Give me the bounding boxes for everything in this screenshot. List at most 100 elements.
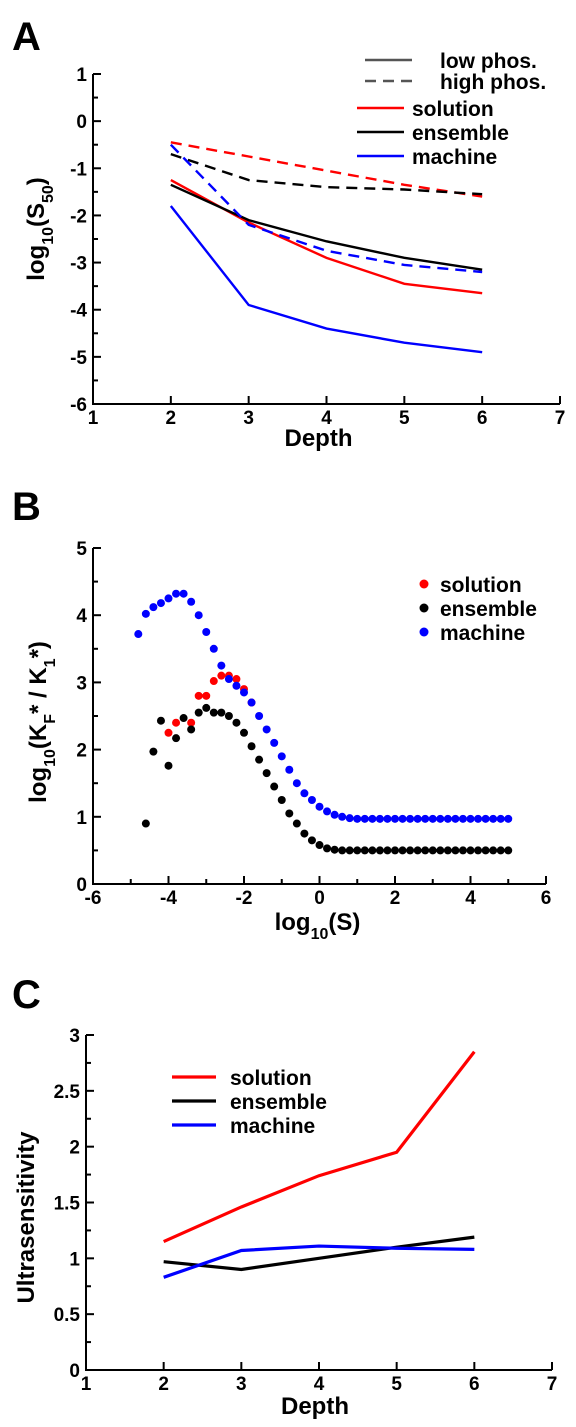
- scatter-point-b: [330, 810, 339, 819]
- scatter-point-b: [443, 846, 452, 855]
- scatter-point-b: [202, 703, 211, 712]
- series-line-machine: [163, 1244, 475, 1279]
- scatter-point-b: [194, 691, 203, 700]
- scatter-point-b: [164, 761, 173, 770]
- scatter-point-b: [240, 728, 248, 737]
- scatter-point-b: [240, 688, 248, 697]
- scatter-point-b: [209, 677, 218, 686]
- panel-c-chart: 1 2 3 4 5 6 7 0 0.5 1 1.5 2 2.5 3 Depth Ultrasensitivit…: [13, 1026, 557, 1420]
- y-axis-label-a: log10(S50): [23, 177, 57, 281]
- scatter-point-b: [247, 698, 256, 707]
- scatter-point-b: [164, 728, 173, 737]
- scatter-point-b: [307, 836, 316, 845]
- scatter-point-b: [451, 814, 460, 823]
- scatter-point-b: [436, 814, 445, 823]
- scatter-point-b: [315, 802, 324, 811]
- x-tick-label-b: 6: [541, 888, 552, 909]
- axis-lines-c: [85, 1035, 552, 1371]
- panel-a-chart: 1 2 3 4 5 6 7 -6 -5 -4 -3 -2 -1 0 1 Depth log10(S50) low …: [23, 50, 565, 452]
- scatter-point-b: [149, 747, 158, 756]
- scatter-point-b: [421, 846, 430, 855]
- scatter-point-b: [149, 603, 158, 612]
- scatter-point-b: [466, 846, 475, 855]
- y-tick-label-c: 0: [69, 1361, 80, 1382]
- scatter-point-b: [466, 814, 475, 823]
- panel-letter-a: A: [12, 15, 41, 59]
- scatter-point-b: [179, 714, 188, 723]
- scatter-point-b: [217, 661, 226, 670]
- scatter-point-b: [262, 769, 271, 778]
- y-tick-label-c: 2.5: [54, 1082, 81, 1103]
- scatter-point-b: [307, 796, 316, 804]
- legend-label-c: ensemble: [230, 1091, 327, 1114]
- y-tick-label-b: 0: [76, 875, 87, 896]
- scatter-point-b: [164, 594, 173, 603]
- legend-label-c: solution: [230, 1067, 312, 1090]
- scatter-point-b: [383, 814, 392, 823]
- scatter-point-b: [224, 675, 233, 684]
- x-axis-label-b: log10(S): [275, 909, 361, 943]
- y-tick-label-c: 2: [69, 1138, 80, 1159]
- scatter-point-b: [187, 597, 196, 606]
- y-tick-label-a: -4: [70, 301, 87, 322]
- legend-marker-b: [419, 579, 429, 589]
- scatter-point-b: [315, 841, 324, 850]
- x-tick-label-c: 5: [391, 1374, 402, 1395]
- scatter-point-b: [375, 814, 384, 823]
- scatter-point-b: [375, 846, 384, 855]
- scatter-point-b: [451, 846, 460, 855]
- scatter-point-b: [458, 814, 467, 823]
- series-line-a: [170, 179, 483, 295]
- scatter-point-b: [474, 814, 483, 823]
- scatter-point-b: [481, 814, 490, 823]
- scatter-point-b: [217, 708, 226, 717]
- scatter-point-b: [323, 807, 332, 816]
- scatter-point-b: [172, 734, 181, 743]
- y-tick-label-b: 1: [76, 808, 87, 829]
- scatter-point-b: [217, 671, 226, 680]
- legend-style-label-a: low phos.: [440, 50, 537, 73]
- y-tick-label-c: 1.5: [54, 1194, 81, 1215]
- scatter-point-b: [398, 814, 407, 823]
- scatter-point-b: [202, 628, 211, 636]
- scatter-point-b: [187, 718, 196, 727]
- x-tick-label-c: 4: [314, 1374, 325, 1395]
- y-tick-label-a: -5: [70, 348, 87, 369]
- x-tick-label-c: 6: [469, 1374, 480, 1395]
- x-tick-label-b: -4: [160, 888, 177, 909]
- scatter-point-b: [428, 846, 437, 855]
- y-tick-label-b: 5: [76, 539, 87, 560]
- scatter-point-b: [300, 789, 309, 798]
- scatter-point-b: [247, 742, 256, 751]
- scatter-point-b: [209, 644, 218, 653]
- x-tick-label-a: 5: [399, 408, 410, 429]
- scatter-point-b: [292, 819, 301, 828]
- scatter-point-b: [134, 630, 143, 639]
- scatter-point-b: [156, 599, 165, 608]
- panel-letter-c: C: [12, 973, 41, 1017]
- y-tick-label-c: 1: [69, 1249, 80, 1270]
- x-tick-label-a: 1: [88, 408, 99, 429]
- scatter-point-b: [277, 796, 286, 804]
- scatter-point-b: [156, 716, 165, 725]
- scatter-point-b: [255, 712, 264, 720]
- scatter-point-b: [292, 779, 301, 788]
- series-line-a: [170, 183, 483, 271]
- scatter-point-b: [413, 814, 422, 823]
- legend-label-b: solution: [440, 574, 522, 597]
- scatter-point-b: [141, 609, 150, 618]
- scatter-point-b: [496, 846, 505, 855]
- legend-label-b: machine: [440, 622, 525, 645]
- scatter-point-b: [345, 846, 354, 855]
- legend-marker-b: [419, 603, 429, 613]
- legend-style-label-a: high phos.: [440, 71, 546, 94]
- x-tick-label-a: 6: [477, 408, 488, 429]
- y-tick-label-b: 4: [76, 606, 87, 627]
- scatter-point-b: [187, 725, 196, 734]
- legend-color-label-a: machine: [412, 146, 497, 169]
- scatter-point-b: [383, 846, 392, 855]
- scatter-point-b: [172, 589, 181, 598]
- legend-color-label-a: ensemble: [412, 122, 509, 145]
- series-line-ensemble: [163, 1235, 475, 1272]
- scatter-point-b: [360, 814, 369, 823]
